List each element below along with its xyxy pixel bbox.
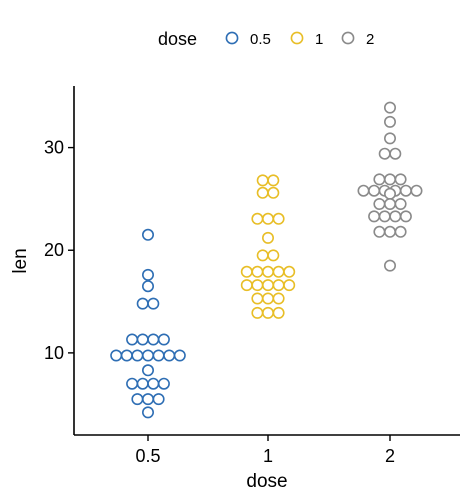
dot-point-2: [399, 184, 412, 197]
dot-point-2: [368, 184, 381, 197]
dot-point-0-5: [147, 333, 160, 346]
dot-point-1: [272, 292, 285, 305]
dot-point-1: [240, 279, 253, 292]
dot-point-2: [399, 210, 412, 223]
dot-point-1: [272, 306, 285, 319]
dot-point-0-5: [131, 349, 144, 362]
legend: dose 0.5 1 2: [158, 29, 374, 49]
dot-point-0-5: [152, 393, 165, 406]
legend-label-1: 1: [315, 31, 323, 48]
dot-point-1: [251, 265, 264, 278]
dot-point-2: [383, 259, 396, 272]
dot-point-1: [261, 292, 274, 305]
dot-point-2: [389, 147, 402, 160]
dot-point-2: [410, 184, 423, 197]
y-tick-label: 20: [44, 240, 64, 260]
dot-point-0-5: [142, 406, 155, 419]
dot-point-1: [261, 231, 274, 244]
dot-point-0-5: [110, 349, 123, 362]
dot-point-0-5: [157, 377, 170, 390]
dot-point-2: [383, 132, 396, 145]
dot-point-2: [357, 184, 370, 197]
dot-point-0-5: [131, 393, 144, 406]
dot-point-1: [251, 292, 264, 305]
dot-point-2: [383, 198, 396, 211]
dot-point-0-5: [120, 349, 133, 362]
dot-point-1: [256, 249, 269, 262]
legend-label-0-5: 0.5: [250, 31, 271, 48]
dot-point-1: [261, 279, 274, 292]
dot-point-0-5: [142, 349, 155, 362]
x-tick-label: 0.5: [135, 446, 160, 466]
dot-point-0-5: [152, 349, 165, 362]
dot-point-1: [267, 249, 280, 262]
dot-point-2: [389, 210, 402, 223]
dot-point-2: [383, 225, 396, 238]
dot-point-2: [383, 173, 396, 186]
dot-point-0-5: [157, 333, 170, 346]
dot-point-1: [261, 306, 274, 319]
dot-point-0-5: [163, 349, 176, 362]
legend-marker-2: [341, 31, 355, 45]
dot-point-2: [373, 198, 386, 211]
dot-point-1: [272, 265, 285, 278]
dot-point-0-5: [136, 297, 149, 310]
dot-point-2: [383, 115, 396, 128]
dot-point-1: [251, 306, 264, 319]
legend-marker-1: [290, 31, 304, 45]
y-axis-title: len: [10, 248, 31, 273]
dot-point-1: [261, 212, 274, 225]
dot-point-0-5: [136, 333, 149, 346]
dot-point-1: [256, 174, 269, 187]
dot-point-0-5: [147, 297, 160, 310]
dot-point-0-5: [126, 333, 139, 346]
x-tick-label: 1: [263, 446, 273, 466]
dot-point-1: [267, 186, 280, 199]
dot-point-2: [394, 198, 407, 211]
dot-point-2: [373, 173, 386, 186]
x-axis-title: dose: [246, 471, 287, 492]
dot-point-2: [378, 210, 391, 223]
legend-label-2: 2: [366, 31, 374, 48]
dot-point-0-5: [147, 377, 160, 390]
dot-point-0-5: [173, 349, 186, 362]
dot-point-1: [272, 279, 285, 292]
legend-title: dose: [158, 29, 197, 49]
y-tick-label: 10: [44, 343, 64, 363]
dot-point-2: [368, 210, 381, 223]
dot-point-2: [394, 173, 407, 186]
dot-point-1: [283, 265, 296, 278]
plot-area: [110, 101, 423, 419]
dot-point-1: [272, 212, 285, 225]
dot-point-2: [378, 147, 391, 160]
y-tick-label: 30: [44, 138, 64, 158]
legend-marker-0-5: [225, 31, 239, 45]
dot-point-1: [256, 186, 269, 199]
dot-point-2: [383, 187, 396, 200]
dot-point-1: [251, 212, 264, 225]
dot-point-2: [373, 225, 386, 238]
dot-point-2: [383, 101, 396, 114]
dot-point-1: [267, 174, 280, 187]
dot-point-0-5: [142, 393, 155, 406]
dot-point-0-5: [142, 228, 155, 241]
dot-point-0-5: [136, 377, 149, 390]
dot-point-0-5: [126, 377, 139, 390]
dot-point-0-5: [142, 268, 155, 281]
dot-point-1: [251, 279, 264, 292]
dot-point-0-5: [142, 364, 155, 377]
dot-point-1: [261, 265, 274, 278]
dot-point-1: [240, 265, 253, 278]
dot-point-0-5: [142, 280, 155, 293]
dot-point-2: [394, 225, 407, 238]
dot-point-1: [283, 279, 296, 292]
x-tick-label: 2: [385, 446, 395, 466]
axes: 10 20 30 0.5 1 2: [44, 86, 460, 466]
